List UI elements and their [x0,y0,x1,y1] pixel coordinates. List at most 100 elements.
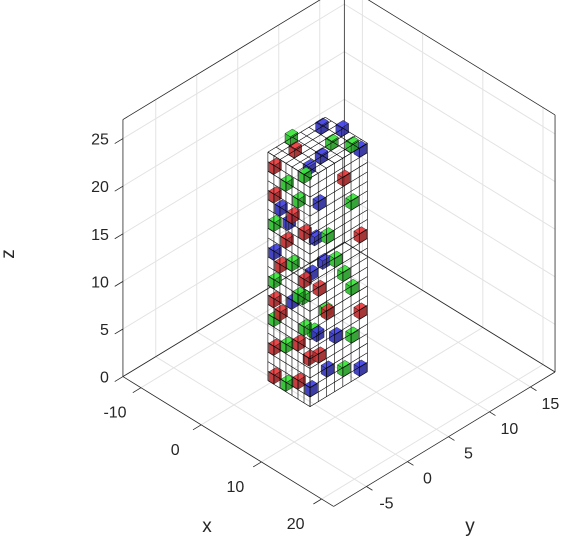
y-tick [489,411,496,416]
grid-line [122,194,345,330]
voxel-green [320,227,335,245]
y-axis-label: y [465,516,475,537]
voxel-blue [335,120,350,138]
y-tick [366,486,373,491]
z-axis-label: z [0,249,19,259]
grid-line [344,98,556,230]
lattice-top-line [275,146,319,174]
voxel-green [328,250,343,268]
z-tick [114,328,124,335]
voxel-green [284,128,299,146]
lattice-top-line [267,117,326,153]
voxel-green [268,214,282,232]
voxel-blue [353,359,368,377]
axis-ticks: -10 0 10 20 -5 0 5 10 15 0 5 10 15 20 25 [91,132,559,533]
y-tick [448,436,455,441]
grid-line [140,252,363,389]
grid-line [321,364,544,500]
grid-line [344,3,556,135]
z-tick [114,185,124,192]
z-tick-label: 5 [100,322,109,339]
voxel-green [345,136,359,154]
voxel-layer [268,117,368,398]
back-left-pane [122,0,345,377]
voxel-red [320,303,335,321]
z-tick-label: 25 [91,132,109,149]
wire-lattice [267,117,368,407]
x-tick [192,424,202,431]
voxel-right-face [330,136,339,151]
voxel-right-face [320,120,329,135]
lattice-top-line [303,139,362,175]
grid-line [122,51,345,187]
x-axis-label: x [202,516,212,537]
grid-line [155,356,367,487]
y-tick-label: 15 [542,396,560,413]
voxel-red [288,141,303,159]
grid-line [278,281,490,413]
voxel-red [353,226,368,244]
voxel-right-face [320,150,329,165]
z-tick [114,376,124,382]
back-right-pane [344,0,556,372]
lattice-top-line [291,131,350,168]
x-tick [252,461,262,468]
lattice-top-line [284,141,327,169]
voxel-right-face [341,123,349,138]
y-tick-label: 5 [464,446,473,463]
axis-box-edge [344,241,556,373]
lattice-top-line [273,120,332,157]
voxel-green [345,278,359,296]
x-tick [313,498,322,505]
y-tick-label: -5 [379,496,393,513]
axis-box-edge [333,371,556,507]
y-tick [530,386,537,391]
x-tick-label: -10 [103,405,126,422]
voxel-right-face [350,139,359,154]
voxel-green [337,264,351,282]
lattice-top-line [309,143,368,179]
lattice-top-line [267,151,311,179]
voxel-blue [315,117,329,135]
z-tick [114,138,124,144]
grid-line [261,327,484,463]
lattice-top-line [316,122,360,149]
x-tick [132,387,142,394]
grid-line [319,256,531,388]
voxel-green [325,133,339,151]
x-tick-label: 20 [287,516,305,533]
lattice-top-line [285,128,344,164]
grid-line [344,146,556,278]
lattice-top-line [300,131,343,159]
grid-line [196,331,408,463]
grid-line [122,98,345,235]
x-tick-label: 0 [171,442,180,459]
lattice-top-line [325,117,368,144]
voxel-green [345,193,359,211]
axes-box [122,0,556,507]
z-tick [114,233,124,240]
z-tick-label: 10 [91,274,109,291]
lattice-ring [267,371,368,407]
grid-line [344,51,556,183]
lattice-top-line [308,126,352,154]
z-tick-label: 15 [91,227,109,244]
y-tick-label: 0 [423,471,432,488]
axis-box-edge [122,376,334,507]
voxel-green [337,360,351,378]
z-tick-label: 20 [91,179,109,196]
voxel-blue [314,147,329,165]
z-tick [114,281,124,287]
lattice-top-line [279,124,338,160]
y-tick-label: 10 [501,421,519,438]
grid-line [344,194,556,325]
axis-box-edge [122,0,321,120]
y-tick [407,461,414,466]
lattice-top-line [292,136,335,164]
lattice-top-line [297,135,356,171]
x-tick-label: 10 [227,479,245,496]
grid-line [122,3,345,140]
z-tick-label: 0 [100,370,109,387]
axis-box-edge [122,241,345,377]
